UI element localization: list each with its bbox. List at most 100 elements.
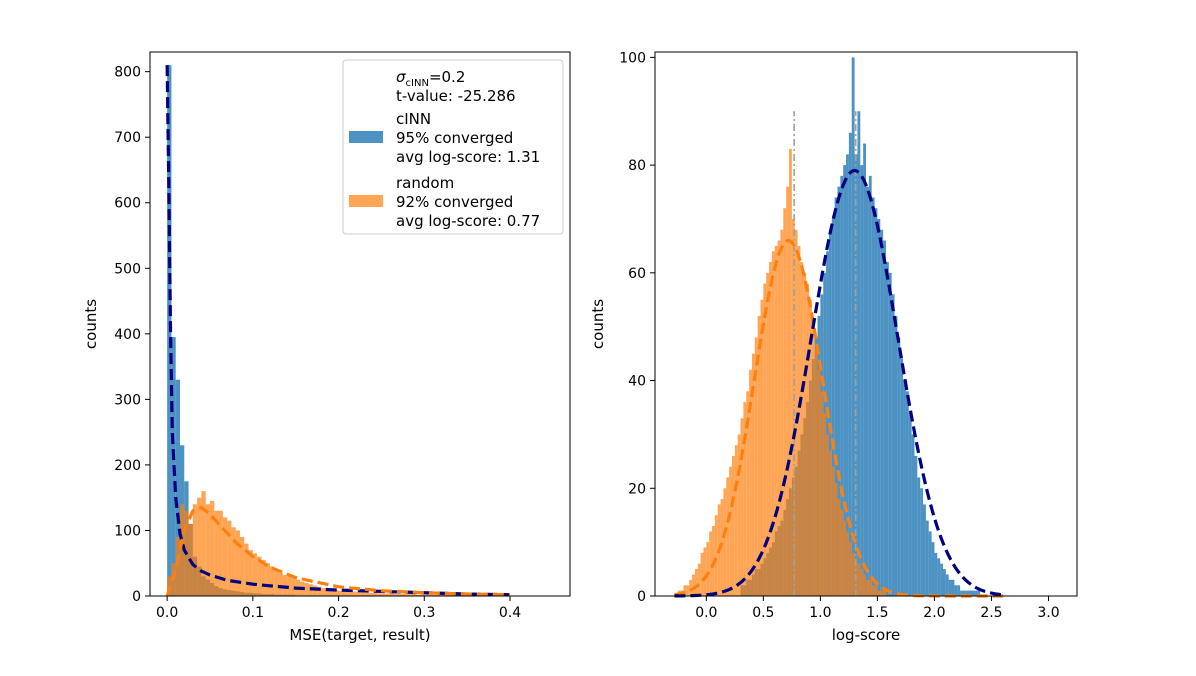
right-cinn-bar [840, 175, 844, 596]
left-random-bar [411, 594, 416, 596]
right-random-bar [720, 499, 724, 596]
right-random-bar [754, 337, 758, 596]
left-random-bar [291, 577, 296, 596]
right-x-tick-label: 1.5 [866, 605, 888, 621]
right-random-bar [848, 542, 852, 596]
legend: σcINN=0.2 t-value: -25.286 cINN 95% conv… [342, 59, 564, 235]
right-cinn-bar [925, 520, 929, 596]
left-cINN-fit-curve [165, 65, 511, 597]
right-cinn-bar [914, 455, 918, 596]
left-random-bar [270, 566, 275, 596]
left-random-bar [205, 504, 210, 596]
right-random-bar [731, 455, 735, 596]
left-x-tick-label: 0.1 [242, 605, 264, 621]
left-y-tick-label: 600 [114, 196, 141, 212]
left-random-bar [385, 593, 390, 596]
right-random-bar [697, 563, 701, 596]
right-cinn-bar [965, 590, 969, 596]
left-y-axis-label: counts [82, 299, 100, 349]
right-random-bar [743, 402, 747, 596]
right-cinn-bar [945, 574, 949, 596]
left-y-tick-label: 300 [114, 392, 141, 408]
left-random-bar [364, 592, 369, 596]
left-random-bar [424, 594, 429, 596]
legend-random-score: avg log-score: 0.77 [396, 212, 540, 230]
right-x-tick-label: 1.0 [809, 605, 831, 621]
right-cinn-bar [908, 412, 912, 596]
right-cinn-bar [834, 197, 838, 596]
right-random-bar [694, 569, 698, 596]
left-random-bar [342, 590, 348, 596]
right-cinn-bar [974, 590, 978, 596]
left-random-bar [325, 588, 330, 596]
left-y-tick-label: 400 [114, 327, 141, 343]
left-random-bar [252, 553, 258, 596]
right-random-bar [689, 579, 693, 596]
left-random-bar [437, 594, 442, 596]
left-y-tick-label: 0 [132, 589, 141, 605]
left-random-bar [394, 594, 399, 596]
right-random-bar [766, 272, 770, 596]
right-random-bar [760, 299, 764, 596]
right-cinn-bar [960, 590, 963, 596]
right-cinn-bar [940, 563, 943, 596]
left-random-bar [274, 569, 279, 596]
right-random-bar [840, 509, 844, 596]
left-random-bar [192, 504, 198, 596]
left-random-bar [432, 594, 438, 596]
right-random-bar [791, 218, 795, 596]
left-y-tick-label: 200 [114, 458, 141, 474]
right-x-ticks: 0.0 0.5 1.0 1.5 2.0 2.5 3.0 [695, 596, 1060, 621]
left-random-bar [415, 594, 420, 596]
right-random-bar [714, 515, 718, 596]
left-random-bar [201, 491, 206, 596]
right-y-tick-label: 60 [628, 266, 646, 282]
right-random-bar [817, 369, 821, 596]
left-random-bar [381, 593, 386, 596]
right-x-axis-label: log-score [832, 626, 901, 644]
left-random-bar [248, 550, 253, 596]
left-random-bar [441, 594, 446, 596]
right-cinn-bar [928, 531, 932, 596]
right-random-bar [806, 283, 809, 596]
left-random-bar [265, 563, 270, 596]
legend-swatch-random [349, 195, 383, 207]
right-x-tick-label: 0.5 [752, 605, 774, 621]
left-random-bar [317, 586, 322, 596]
right-x-tick-label: 2.0 [923, 605, 945, 621]
right-cinn-bar [948, 579, 952, 596]
right-x-tick-label: 0.0 [695, 605, 717, 621]
right-random-bar [843, 520, 847, 596]
left-random-bar [347, 591, 352, 596]
right-y-ticks: 0 20 40 60 80 100 [619, 50, 655, 605]
right-random-bar [860, 569, 864, 596]
right-random-bar [820, 391, 824, 596]
left-y-tick-label: 100 [114, 523, 141, 539]
right-y-tick-label: 0 [637, 589, 646, 605]
right-random-bar [774, 245, 778, 596]
left-random-bar [351, 591, 356, 596]
right-cinn-bar [937, 558, 941, 596]
left-random-bar [235, 530, 240, 596]
right-random-bar [737, 434, 741, 596]
right-mean-lines [793, 111, 857, 596]
right-random-bar [866, 579, 869, 596]
right-random-bar [811, 326, 815, 596]
left-chart: 0.0 0.1 0.2 0.3 0.4 0 100 200 300 400 500 600 700 80… [82, 51, 571, 644]
right-chart: 0.0 0.5 1.0 1.5 2.0 2.5 3.0 0 20 40 60 80 100 log-s… [589, 50, 1078, 644]
legend-cinn-converged: 95% converged [396, 129, 513, 147]
right-cinn-bar [837, 186, 841, 596]
right-histogram-bars [677, 57, 981, 597]
left-random-bar [180, 504, 185, 596]
right-cinn-bar [911, 434, 915, 596]
left-x-axis-label: MSE(target, result) [289, 626, 430, 644]
right-random-bar [846, 531, 849, 596]
left-random-bar [338, 590, 343, 596]
right-random-bar [789, 148, 792, 596]
left-random-bar [398, 594, 403, 596]
right-random-bar [777, 240, 781, 596]
left-random-bar [377, 593, 382, 596]
right-cinn-bar [888, 272, 892, 596]
left-random-bar [428, 594, 433, 596]
